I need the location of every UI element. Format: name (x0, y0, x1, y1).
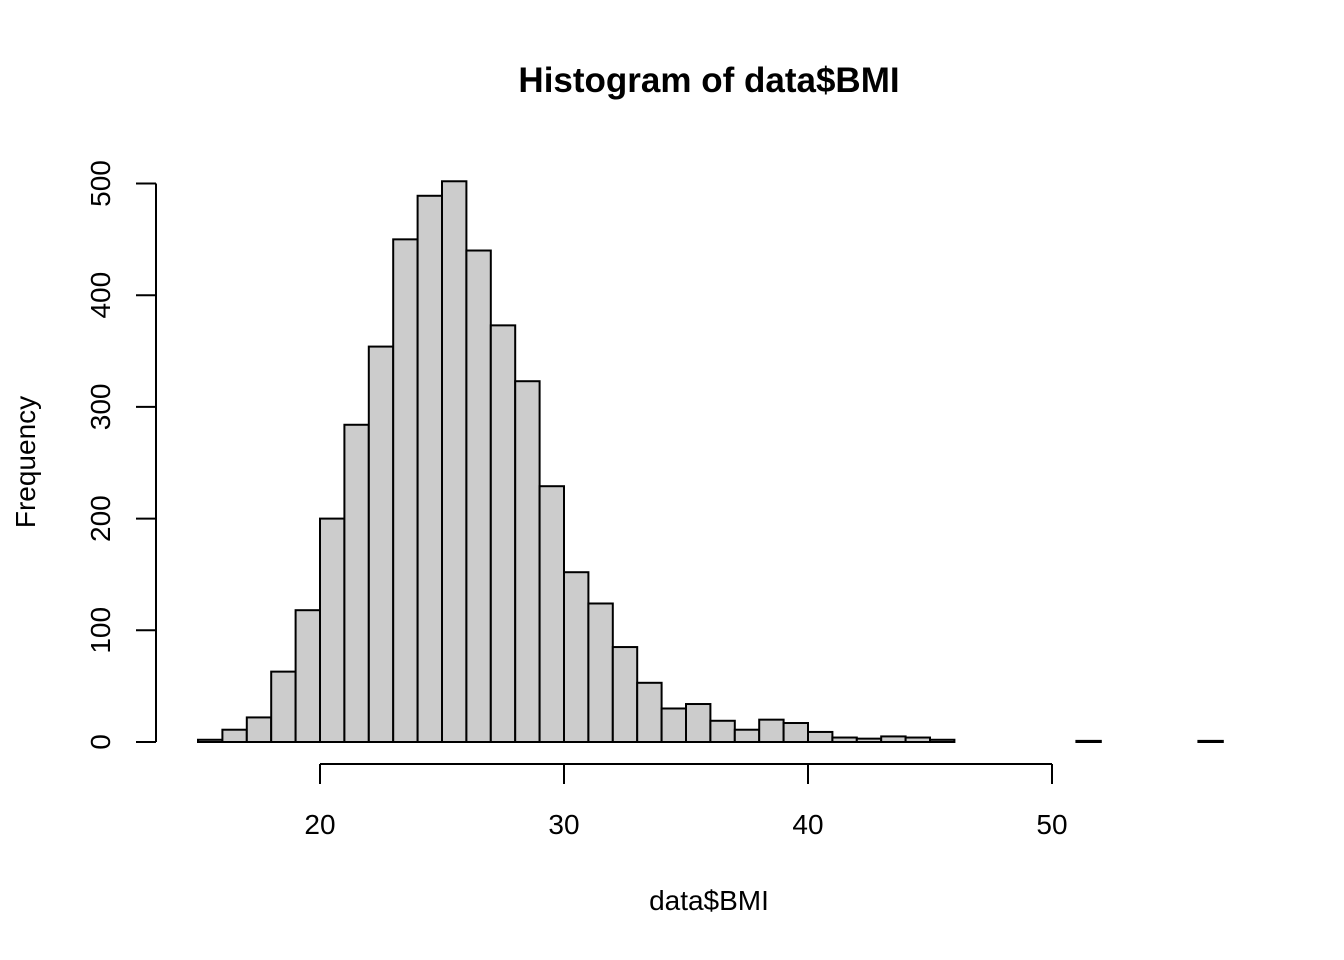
histogram-bar (245, 716, 273, 744)
histogram-bar (367, 345, 395, 743)
histogram-bar (587, 602, 614, 743)
histogram-bar (709, 719, 736, 743)
histogram-bar (294, 609, 322, 743)
histogram-bar (392, 238, 419, 743)
chart-title: Histogram of data$BMI (518, 61, 899, 100)
histogram-bar (831, 736, 858, 743)
histogram-bar (758, 718, 785, 743)
histogram-bar (221, 728, 248, 744)
x-tick-label: 20 (304, 809, 335, 840)
histogram-bar (197, 738, 224, 743)
x-axis: 20 30 40 50 (304, 763, 1068, 840)
histogram-bar (929, 738, 956, 743)
y-axis-label: Frequency (10, 396, 41, 528)
y-tick-label: 300 (85, 384, 116, 431)
x-tick-label: 50 (1036, 809, 1067, 840)
histogram-bar (782, 722, 809, 743)
histogram-bar (489, 324, 517, 743)
x-tick-label: 30 (548, 809, 579, 840)
histogram-bar (1197, 739, 1224, 743)
histogram-bar (880, 735, 907, 743)
histogram-bar (733, 728, 761, 744)
y-tick-label: 400 (85, 272, 116, 319)
histogram-bar (685, 703, 712, 743)
x-tick-label: 40 (792, 809, 823, 840)
histogram-bar (611, 646, 639, 743)
histogram-bar (636, 681, 663, 744)
histogram-bar (441, 180, 468, 744)
histogram-bar (807, 730, 834, 744)
histogram-bar (1075, 739, 1102, 743)
x-axis-label: data$BMI (649, 885, 769, 916)
histogram-bar (660, 707, 687, 743)
y-tick-label: 200 (85, 495, 116, 542)
histogram-bar (270, 670, 297, 744)
histogram-bar (904, 736, 931, 743)
histogram-bar (855, 737, 883, 743)
histogram-bar (538, 485, 565, 743)
histogram-bar (416, 194, 444, 744)
histogram-bar (343, 423, 370, 743)
histogram-bar (514, 380, 541, 743)
bars-group (197, 180, 1224, 744)
y-tick-label: 100 (85, 607, 116, 654)
y-tick-label: 500 (85, 160, 116, 207)
y-axis: 0 100 200 300 400 500 (85, 160, 157, 750)
histogram-bar (563, 571, 590, 743)
histogram-bar (465, 249, 492, 744)
histogram-bar (319, 517, 346, 743)
y-tick-label: 0 (85, 734, 116, 750)
